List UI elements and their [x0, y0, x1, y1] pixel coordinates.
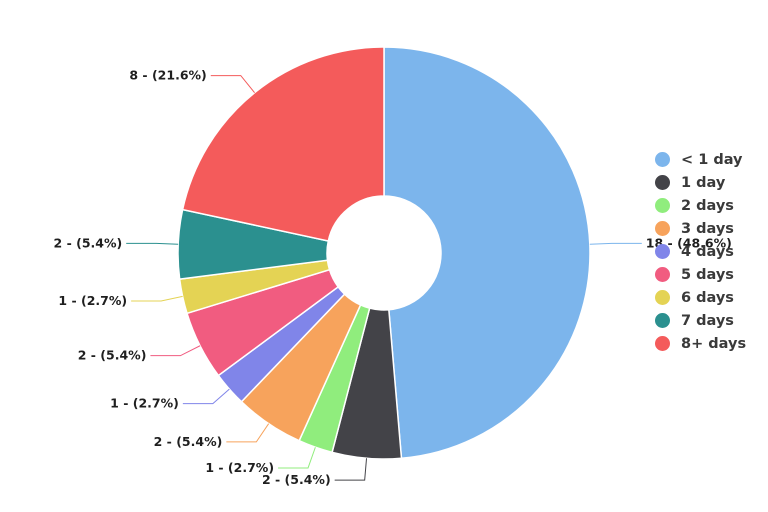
legend-label: < 1 day — [681, 151, 743, 168]
legend-label: 7 days — [681, 312, 734, 329]
chart-legend: < 1 day 1 day 2 days 3 days 4 days 5 day… — [655, 148, 746, 355]
legend-dot-icon — [655, 336, 670, 351]
data-label: 1 - (2.7%) — [58, 293, 127, 308]
legend-item-1-day[interactable]: 1 day — [655, 171, 746, 194]
legend-label: 6 days — [681, 289, 734, 306]
legend-dot-icon — [655, 221, 670, 236]
connector-line — [126, 242, 179, 245]
connector-line — [226, 423, 270, 443]
data-label: 1 - (2.7%) — [110, 396, 179, 411]
legend-label: 2 days — [681, 197, 734, 214]
connector-line — [589, 242, 642, 245]
connector-line — [150, 345, 201, 357]
legend-label: 5 days — [681, 266, 734, 283]
data-label: 8 - (21.6%) — [129, 68, 206, 83]
data-labels: 18 - (48.6%)2 - (5.4%)1 - (2.7%)2 - (5.4… — [54, 68, 732, 488]
legend-item-3-days[interactable]: 3 days — [655, 217, 746, 240]
data-label-connectors — [126, 75, 642, 481]
legend-dot-icon — [655, 198, 670, 213]
slice-0[interactable] — [383, 46, 591, 460]
legend-item-5-days[interactable]: 5 days — [655, 263, 746, 286]
legend-item-4-days[interactable]: 4 days — [655, 240, 746, 263]
connector-line — [210, 75, 255, 94]
legend-label: 8+ days — [681, 335, 747, 352]
legend-item-lt1-day[interactable]: < 1 day — [655, 148, 746, 171]
connector-line — [334, 458, 368, 481]
legend-dot-icon — [655, 244, 670, 259]
legend-item-7-days[interactable]: 7 days — [655, 309, 746, 332]
legend-dot-icon — [655, 290, 670, 305]
data-label: 2 - (5.4%) — [154, 434, 223, 449]
connector-line — [182, 388, 230, 405]
legend-item-6-days[interactable]: 6 days — [655, 286, 746, 309]
legend-dot-icon — [655, 152, 670, 167]
legend-item-8plus-days[interactable]: 8+ days — [655, 332, 746, 355]
connector-line — [131, 295, 183, 302]
legend-dot-icon — [655, 313, 670, 328]
data-label: 2 - (5.4%) — [262, 472, 331, 487]
data-label: 1 - (2.7%) — [205, 460, 274, 475]
data-label: 2 - (5.4%) — [78, 348, 147, 363]
data-label: 2 - (5.4%) — [54, 235, 123, 250]
connector-line — [278, 447, 316, 469]
slice-8[interactable] — [181, 46, 385, 242]
legend-label: 1 day — [681, 174, 726, 191]
legend-dot-icon — [655, 175, 670, 190]
legend-item-2-days[interactable]: 2 days — [655, 194, 746, 217]
legend-label: 3 days — [681, 220, 734, 237]
legend-label: 4 days — [681, 243, 734, 260]
chart-slices — [177, 46, 591, 460]
legend-dot-icon — [655, 267, 670, 282]
